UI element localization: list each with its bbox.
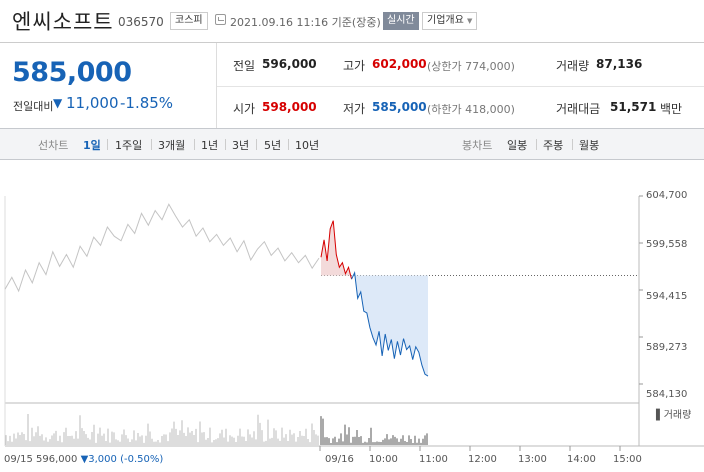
change-value: 11,000: [66, 94, 119, 112]
low-value: 585,000: [372, 100, 427, 114]
volume-label: 거래량: [556, 59, 590, 73]
candle-chart-label: 봉차트: [462, 139, 493, 152]
prev-day-line: [4, 203, 320, 293]
market-badge: 코스피: [170, 12, 208, 30]
high-label: 고가: [343, 59, 366, 73]
divider: [225, 139, 226, 150]
volume-bars: [5, 413, 428, 445]
prev-day-footer: 09/15 596,000 ▼3,000 (-0.50%): [4, 454, 163, 465]
divider: [288, 139, 289, 150]
timestamp: 2021.09.16 11:16 기준(장중): [230, 16, 381, 29]
volume-legend-icon: ▌: [656, 410, 664, 421]
divider: [256, 139, 257, 150]
volume-value: 87,136: [596, 57, 643, 71]
price-chart-svg: [4, 195, 704, 451]
clock-icon: [215, 14, 226, 25]
lower-limit: (하한가 418,000): [427, 103, 515, 116]
open-label: 시가: [233, 102, 256, 116]
chart-period-tabs: 선차트 1일 1주일 3개월 1년 3년 5년 10년 봉차트 일봉 주봉 월봉: [0, 128, 704, 160]
divider: [217, 86, 704, 87]
current-price: 585,000: [12, 57, 132, 88]
divider: [151, 139, 152, 150]
open-value: 598,000: [262, 100, 317, 114]
trade-value: 51,571: [610, 100, 657, 114]
company-info-label: 기업개요: [427, 15, 464, 26]
divider: [536, 139, 537, 150]
tab-10year[interactable]: 10년: [295, 139, 320, 152]
tab-3month[interactable]: 3개월: [158, 139, 186, 152]
up-area: [321, 220, 352, 280]
high-value: 602,000: [372, 57, 427, 71]
volume-label-text: 거래량: [663, 410, 692, 421]
x-tick-label: 14:00: [567, 454, 596, 465]
divider: [216, 43, 217, 129]
prev-close-value: 596,000: [262, 57, 317, 71]
y-tick-label: 594,415: [646, 291, 688, 302]
line-chart-label: 선차트: [38, 139, 69, 152]
trade-value-unit: 백만: [660, 102, 683, 116]
tab-5year[interactable]: 5년: [264, 139, 282, 152]
tab-weekly[interactable]: 주봉: [543, 139, 564, 152]
y-tick-label: 599,558: [646, 239, 688, 250]
tab-monthly[interactable]: 월봉: [579, 139, 600, 152]
down-area: [351, 272, 428, 377]
y-tick-label: 584,130: [646, 389, 688, 400]
upper-limit: (상한가 774,000): [427, 60, 515, 73]
footer-change: 3,000: [88, 454, 117, 465]
low-label: 저가: [343, 102, 366, 116]
prev-close-label: 전일: [233, 59, 256, 73]
tab-1year[interactable]: 1년: [201, 139, 219, 152]
down-triangle-icon: ▼: [53, 96, 63, 110]
tab-1week[interactable]: 1주일: [115, 139, 143, 152]
price-summary: 585,000 전일대비 ▼ 11,000 -1.85% 전일 596,000 …: [0, 42, 704, 129]
company-info-dropdown[interactable]: 기업개요 ▼: [422, 12, 478, 30]
x-ticks: [319, 446, 621, 451]
y-tick-label: 604,700: [646, 190, 688, 201]
x-tick-label: 09/16: [325, 454, 354, 465]
stock-code: 036570: [118, 15, 164, 29]
today-down-line: [351, 271, 429, 377]
chevron-down-icon: ▼: [467, 17, 473, 25]
footer-date: 09/15: [4, 454, 33, 465]
tab-1day[interactable]: 1일: [83, 139, 101, 152]
down-triangle-icon: ▼: [80, 454, 89, 465]
footer-price: 596,000: [36, 454, 78, 465]
tab-3year[interactable]: 3년: [232, 139, 250, 152]
x-tick-label: 11:00: [419, 454, 448, 465]
x-tick-label: 12:00: [468, 454, 497, 465]
realtime-button[interactable]: 실시간: [383, 12, 419, 30]
stock-header: 엔씨소프트 036570 코스피 2021.09.16 11:16 기준(장중)…: [0, 0, 704, 42]
x-tick-label: 13:00: [518, 454, 547, 465]
price-chart[interactable]: 604,700 599,558 594,415 589,273 584,130 …: [0, 160, 704, 472]
divider: [572, 139, 573, 150]
change-label: 전일대비: [13, 100, 54, 113]
y-tick-label: 589,273: [646, 342, 688, 353]
divider: [194, 139, 195, 150]
volume-label: ▌거래량: [656, 406, 691, 421]
change-percent: -1.85%: [120, 94, 174, 112]
today-up-line: [320, 220, 353, 280]
company-name: 엔씨소프트: [12, 10, 114, 34]
y-ticks: [639, 195, 643, 385]
x-tick-label: 15:00: [613, 454, 642, 465]
x-tick-label: 10:00: [369, 454, 398, 465]
trade-value-label: 거래대금: [556, 102, 601, 116]
footer-pct: (-0.50%): [120, 454, 164, 465]
divider: [107, 139, 108, 150]
tab-daily[interactable]: 일봉: [507, 139, 528, 152]
